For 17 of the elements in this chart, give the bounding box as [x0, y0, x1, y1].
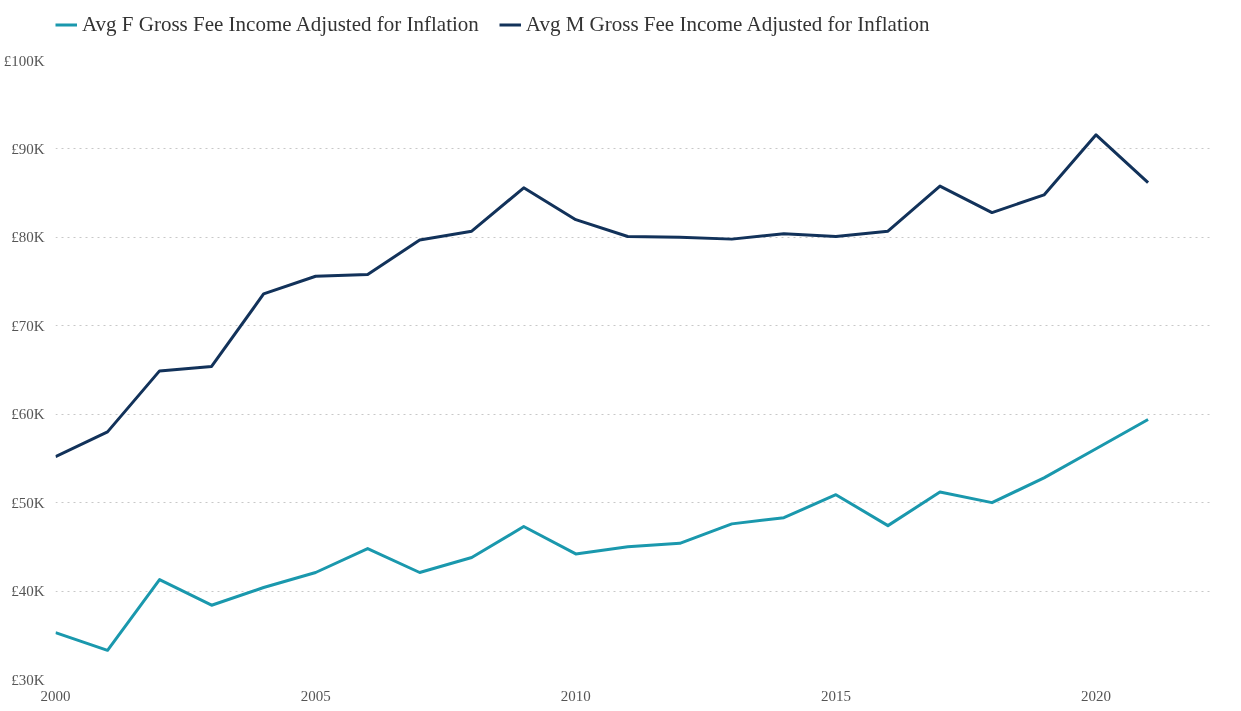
x-tick-label: 2000: [40, 687, 71, 704]
x-tick-label: 2005: [300, 687, 331, 704]
y-tick-label: £90K: [11, 140, 45, 157]
x-tick-label: 2010: [560, 687, 591, 704]
legend-label: Avg F Gross Fee Income Adjusted for Inflation: [82, 11, 479, 37]
x-tick-label: 2015: [820, 687, 851, 704]
legend-label: Avg M Gross Fee Income Adjusted for Inflation: [525, 11, 930, 37]
line-series: [55, 418, 1150, 652]
line-series: [55, 133, 1150, 459]
y-tick-label: £100K: [3, 52, 45, 69]
x-tick-label: 2020: [1081, 687, 1112, 704]
y-tick-label: £80K: [11, 229, 45, 246]
y-tick-label: £60K: [11, 406, 45, 423]
y-tick-label: £70K: [11, 317, 45, 334]
y-tick-label: £50K: [11, 494, 45, 511]
y-tick-label: £40K: [11, 583, 45, 600]
y-tick-label: £30K: [11, 671, 45, 688]
